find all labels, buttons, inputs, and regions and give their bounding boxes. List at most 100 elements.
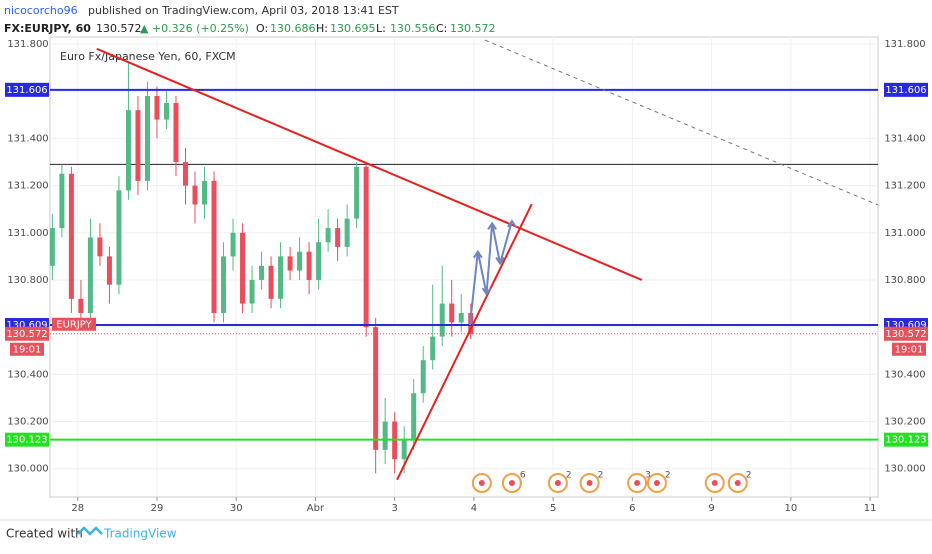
y-tick-label: 131.000 — [7, 228, 48, 239]
y-tick-label: 131.200 — [884, 181, 925, 192]
candle-body — [182, 162, 188, 186]
event-count: 2 — [665, 471, 671, 481]
time-tag-bg — [892, 342, 926, 356]
candle-body — [230, 232, 236, 257]
candle-body — [78, 298, 84, 313]
ohlc-item: 130.686 — [270, 22, 316, 35]
arrow-head — [473, 249, 483, 259]
candle-body — [163, 103, 169, 120]
event-dot — [711, 480, 718, 486]
candle-body — [335, 228, 341, 247]
candle-body — [401, 440, 407, 460]
candle-body — [116, 190, 122, 285]
x-tick-label: 29 — [151, 503, 164, 514]
ohlc-item: O: — [256, 22, 268, 35]
ohlc-item: 130.556 — [390, 22, 436, 35]
footer-created: Created with — [6, 527, 83, 541]
author[interactable]: nicocorcho96 — [4, 4, 78, 17]
time-tag-bg — [10, 342, 44, 356]
level-tag-bg — [5, 432, 49, 447]
x-tick-label: 10 — [784, 503, 797, 514]
chart-title: Euro Fx/Japanese Yen, 60, FXCM — [60, 50, 236, 63]
candle-body — [173, 103, 179, 163]
candle-body — [154, 95, 160, 120]
x-tick-label: 30 — [230, 503, 243, 514]
candle-body — [297, 251, 303, 271]
arrow-head — [481, 287, 492, 296]
plot-frame — [49, 36, 879, 498]
ohlc-item: 130.572 — [450, 22, 496, 35]
ohlc-item: L: — [376, 22, 386, 35]
y-tick-label: 130.400 — [7, 369, 48, 380]
price-tag-bg — [5, 326, 49, 341]
x-tick-label: 11 — [864, 503, 877, 514]
arrow-head — [487, 221, 497, 230]
arrow-head — [495, 256, 505, 266]
event-count: 2 — [566, 471, 572, 481]
x-tick-label: 3 — [391, 503, 397, 514]
price-tag-bg — [884, 326, 928, 341]
footer-brand[interactable]: TradingView — [103, 527, 177, 541]
ohlc-item: H: — [316, 22, 328, 35]
y-tick-label: 131.800 — [7, 39, 48, 50]
y-tick-label: 131.800 — [884, 39, 925, 50]
x-tick-label: 5 — [550, 503, 556, 514]
candle-body — [221, 256, 227, 313]
candle-body — [144, 95, 150, 181]
event-dot — [634, 480, 641, 486]
trendline — [96, 47, 643, 281]
event-dot — [653, 480, 660, 486]
candle-body — [97, 237, 103, 257]
arrow-head — [507, 219, 517, 228]
candle-body — [430, 336, 436, 361]
last: 130.572 — [96, 22, 142, 35]
candle-body — [287, 256, 293, 271]
candle-body — [373, 327, 379, 450]
trendline — [484, 39, 879, 206]
candle-body — [411, 393, 417, 441]
candle-body — [278, 256, 284, 299]
level-tag-bg — [5, 82, 49, 97]
brand-logo — [77, 526, 103, 536]
candle-body — [354, 166, 360, 219]
candle-body — [202, 180, 208, 205]
candle-body — [240, 232, 246, 304]
candle-body — [439, 303, 445, 337]
time-tag: 19:01 — [895, 344, 924, 355]
y-tick-label: 131.000 — [884, 228, 925, 239]
candle-body — [59, 173, 65, 229]
y-tick-label: 130.400 — [884, 369, 925, 380]
candle-body — [458, 313, 464, 323]
candle-body — [192, 185, 198, 205]
x-tick-label: 4 — [471, 503, 477, 514]
level-tag: 130.123 — [885, 435, 926, 446]
x-tick-label: 9 — [708, 503, 714, 514]
y-tick-label: 130.000 — [7, 464, 48, 475]
candle-body — [135, 110, 141, 181]
event-dot — [586, 480, 593, 486]
level-tag: 130.609 — [885, 320, 926, 331]
event-count: 2 — [598, 471, 604, 481]
level-tag: 131.606 — [6, 85, 47, 96]
level-tag: 130.609 — [6, 320, 47, 331]
ohlc: O: 130.686 H: 130.695 L: 130.556 C: 130.572 — [256, 22, 496, 35]
candle-body — [125, 110, 131, 191]
candle-body — [363, 166, 369, 328]
published: published on TradingView.com, April 03, … — [88, 4, 399, 17]
symbol-tag: EURJPY — [56, 319, 92, 330]
symbol: FX:EURJPY, 60 — [4, 22, 91, 35]
x-tick-label: 6 — [629, 503, 635, 514]
y-tick-label: 130.800 — [7, 275, 48, 286]
x-tick-label: Abr — [307, 503, 325, 514]
y-tick-label: 130.800 — [884, 275, 925, 286]
y-tick-label: 130.200 — [7, 417, 48, 428]
candle-body — [49, 228, 55, 266]
candle-body — [382, 421, 388, 450]
event-count: 2 — [746, 471, 752, 481]
y-tick-label: 131.400 — [884, 133, 925, 144]
candle-body — [68, 173, 74, 299]
y-tick-label: 130.000 — [884, 464, 925, 475]
candle-body — [106, 256, 112, 285]
